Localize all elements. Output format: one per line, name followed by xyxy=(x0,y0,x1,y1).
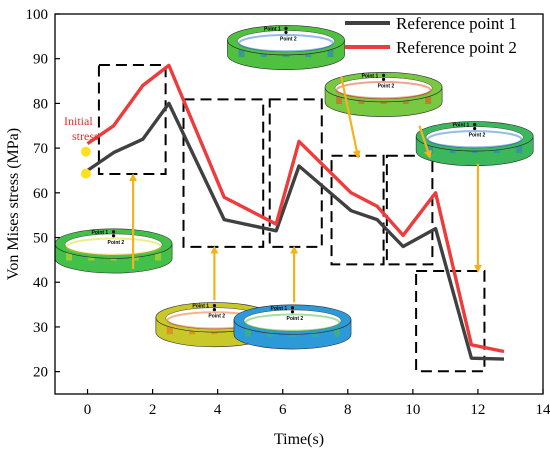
x-tick-label: 0 xyxy=(84,402,92,418)
ring-point-1-marker xyxy=(284,26,288,30)
x-tick-label: 6 xyxy=(279,402,287,418)
ring-point-2-label: Point 2 xyxy=(108,240,125,246)
ring-thumbnail-1: Point 1 Point 2 xyxy=(54,228,173,274)
ring-inner-wall xyxy=(426,130,523,149)
ring-point-2-marker xyxy=(111,234,116,238)
ring-band xyxy=(66,249,73,261)
x-axis-title: Time(s) xyxy=(274,431,324,448)
ring-inner-wall xyxy=(238,34,334,53)
y-tick-label: 100 xyxy=(26,7,49,23)
arrow-layer xyxy=(129,76,482,303)
initial-point-1 xyxy=(80,146,91,157)
series-line-2 xyxy=(86,63,505,354)
initial-stress-annotation-line2: stress xyxy=(72,129,99,143)
y-tick-label: 30 xyxy=(33,320,48,336)
ring-point-2-label: Point 2 xyxy=(469,133,486,139)
ring-point-2-label: Point 2 xyxy=(378,83,395,89)
ring-point-1-label: Point 1 xyxy=(92,230,109,236)
y-tick-label: 90 xyxy=(33,52,48,68)
ring-band xyxy=(327,46,334,58)
legend-label-1: Reference point 1 xyxy=(396,14,517,33)
ring-point-1-label: Point 1 xyxy=(264,26,281,32)
ring-band xyxy=(516,142,523,154)
ring-thumbnail-3: Point 1 Point 2 xyxy=(233,304,352,350)
ring-point-1-marker xyxy=(290,306,295,310)
plot-frame xyxy=(54,13,544,395)
ring-point-1-marker xyxy=(381,73,386,77)
ring-band xyxy=(166,323,173,335)
dashed-box-4 xyxy=(330,154,385,266)
ring-band xyxy=(155,249,162,261)
ring-band xyxy=(336,92,343,105)
ring-thumbnail-5: Point 1 Point 2 xyxy=(324,72,443,117)
ring-point-1-label: Point 1 xyxy=(453,123,470,129)
ring-band xyxy=(427,142,434,154)
ring-point-1-label: Point 1 xyxy=(362,73,379,79)
x-tick-label: 14 xyxy=(536,402,550,418)
x-tick-label: 2 xyxy=(149,402,157,418)
x-tick-label: 8 xyxy=(344,402,352,418)
ring-band xyxy=(425,92,432,105)
legend-label-2: Reference point 2 xyxy=(396,38,517,57)
y-tick-label: 70 xyxy=(33,141,48,157)
ring-point-2-label: Point 2 xyxy=(280,36,297,42)
ring-point-2-label: Point 2 xyxy=(208,314,225,320)
x-tick-label: 12 xyxy=(470,402,485,418)
ring-thumbnail-4: Point 1 Point 2 xyxy=(227,25,345,70)
x-tick-label: 10 xyxy=(405,402,420,418)
ring-point-2-label: Point 2 xyxy=(286,316,303,322)
series-layer xyxy=(80,63,505,361)
ring-band xyxy=(244,325,251,337)
dashed-box-6 xyxy=(415,270,486,373)
ring-inner-wall xyxy=(335,80,432,100)
arrow-4 xyxy=(340,76,361,159)
legend: Reference point 1 Reference point 2 xyxy=(345,14,517,57)
y-tick-label: 20 xyxy=(33,365,48,381)
ring-point-2-marker xyxy=(290,310,295,314)
ring-band xyxy=(238,46,245,58)
y-axis-title: Von Mises stress (MPa) xyxy=(5,128,22,280)
dashed-box-2 xyxy=(182,98,265,248)
initial-stress-annotation-line1: Initial xyxy=(64,114,93,128)
arrow-5 xyxy=(418,125,432,159)
x-tick-label: 4 xyxy=(214,402,222,418)
ring-point-1-label: Point 1 xyxy=(192,304,209,310)
dashed-box-5 xyxy=(385,154,434,266)
ring-point-1-marker xyxy=(212,303,217,308)
ring-point-1-marker xyxy=(111,230,116,234)
y-tick-label: 40 xyxy=(33,275,48,291)
series-line-1 xyxy=(86,101,505,361)
initial-point-2 xyxy=(80,168,91,179)
ring-point-1-label: Point 1 xyxy=(270,306,287,312)
ring-inner-wall xyxy=(244,313,341,332)
y-tick-label: 80 xyxy=(33,96,48,112)
ring-point-2-marker xyxy=(212,307,217,312)
ring-point-1-marker xyxy=(473,122,477,127)
ring-point-2-marker xyxy=(381,77,386,81)
ring-point-2-marker xyxy=(284,30,288,34)
ring-point-2-marker xyxy=(473,126,477,131)
y-tick-label: 60 xyxy=(33,186,48,202)
axes-layer: 0 2 4 6 8 10 12 14 20 30 40 50 60 70 80 90 100 xyxy=(26,7,550,418)
ring-inner-wall xyxy=(65,237,162,256)
y-tick-label: 50 xyxy=(33,231,48,247)
ring-thumbnail-6: Point 1 Point 2 xyxy=(415,121,534,167)
ring-band xyxy=(333,325,340,337)
